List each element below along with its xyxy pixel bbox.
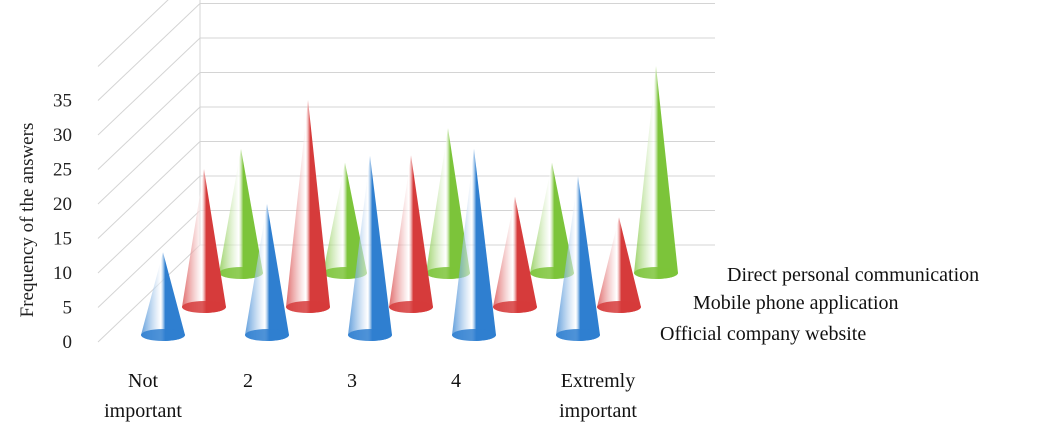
- y-tick-label: 15: [53, 229, 72, 250]
- y-tick-label: 10: [53, 263, 72, 284]
- side-gridline: [97, 244, 201, 343]
- cone-base: [634, 267, 678, 279]
- x-axis-categories: Not important 2 3 4 Extremly important: [104, 370, 637, 422]
- cone-1-4: [597, 217, 641, 313]
- cone-mark: [556, 176, 600, 341]
- category-label: Not: [128, 370, 158, 392]
- category-label: 3: [347, 370, 357, 392]
- cone-1-1: [286, 100, 330, 313]
- cone-1-2: [389, 155, 433, 313]
- side-gridline: [97, 3, 201, 101]
- cone-1-3: [493, 196, 537, 313]
- cone-mark: [493, 196, 537, 313]
- chart-walls: [97, 0, 715, 343]
- side-gridline: [97, 37, 201, 136]
- cone-base: [141, 329, 185, 341]
- cone-mark: [219, 148, 263, 279]
- category-label: 4: [451, 370, 461, 392]
- y-tick-label: 25: [53, 160, 72, 181]
- cone-base: [530, 267, 574, 279]
- y-axis-ticks: 0 5 10 15 20 25 30 35: [53, 91, 72, 354]
- depth-axis-series-labels: Official company website Mobile phone app…: [660, 264, 979, 345]
- cone-base: [245, 329, 289, 341]
- cone-base: [389, 301, 433, 313]
- cone-base: [182, 301, 226, 313]
- side-gridline: [97, 210, 201, 308]
- y-axis-label: Frequency of the answers: [17, 123, 38, 318]
- category-label: important: [104, 400, 182, 422]
- cone-base: [348, 329, 392, 341]
- cone-0-3: [452, 148, 496, 341]
- plot-area: [141, 66, 678, 341]
- y-tick-label: 5: [63, 298, 73, 319]
- category-label: Extremly: [561, 370, 635, 392]
- cone-0-1: [245, 203, 289, 341]
- series-label: Official company website: [660, 323, 866, 345]
- side-gridline: [97, 0, 169, 67]
- cone-mark: [182, 169, 226, 313]
- y-tick-label: 20: [53, 194, 72, 215]
- cone-2-0: [219, 148, 263, 279]
- cone-0-2: [348, 155, 392, 341]
- y-tick-label: 35: [53, 91, 72, 112]
- cone-2-3: [530, 162, 574, 279]
- cone-mark: [452, 148, 496, 341]
- side-gridline: [97, 141, 201, 239]
- cone-mark: [389, 155, 433, 313]
- cone-1-0: [182, 169, 226, 313]
- cone-base: [219, 267, 263, 279]
- side-gridline: [97, 72, 201, 170]
- side-gridline: [97, 106, 201, 205]
- cone-mark: [141, 252, 185, 341]
- series-label: Direct personal communication: [727, 264, 979, 286]
- cone-base: [286, 301, 330, 313]
- series-label: Mobile phone application: [693, 292, 899, 314]
- cone-base: [452, 329, 496, 341]
- cone-mark: [323, 162, 367, 279]
- cone-mark: [286, 100, 330, 313]
- cone-2-4: [634, 66, 678, 279]
- cone-0-0: [141, 252, 185, 341]
- side-gridline: [97, 175, 201, 274]
- cone-mark: [597, 217, 641, 313]
- cone-mark: [530, 162, 574, 279]
- category-label: 2: [243, 370, 253, 392]
- cone-mark: [634, 66, 678, 279]
- cone-base: [597, 301, 641, 313]
- cone-base: [556, 329, 600, 341]
- cone-0-4: [556, 176, 600, 341]
- category-label: important: [559, 400, 637, 422]
- cone-base: [493, 301, 537, 313]
- y-tick-label: 30: [53, 125, 72, 146]
- cone-mark: [348, 155, 392, 341]
- cone-mark: [426, 128, 470, 279]
- cone-mark: [245, 203, 289, 341]
- y-tick-label: 0: [63, 332, 73, 353]
